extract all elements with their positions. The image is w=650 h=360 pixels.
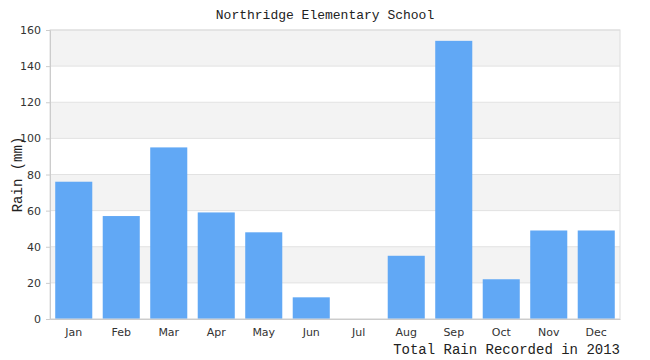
x-tick-label: Jul xyxy=(351,326,365,339)
y-tick: 80 xyxy=(27,169,50,182)
bar xyxy=(578,230,615,319)
x-tick: Feb xyxy=(112,319,131,339)
x-tick: Apr xyxy=(207,319,227,339)
title: Northridge Elementary School xyxy=(216,8,435,23)
y-tick-mark xyxy=(46,138,50,139)
x-axis-title: Total Rain Recorded in 2013 xyxy=(393,342,620,358)
y-tick: 20 xyxy=(27,277,50,290)
y-tick: 120 xyxy=(20,96,50,109)
x-tick: Jan xyxy=(64,319,82,339)
bar xyxy=(483,279,520,319)
bar xyxy=(198,212,235,319)
y-axis-line xyxy=(46,31,51,320)
bar xyxy=(55,182,92,319)
y-tick: 40 xyxy=(27,241,50,254)
y-tick-mark xyxy=(46,175,50,176)
y-tick-mark xyxy=(46,66,50,67)
y-tick-mark xyxy=(46,319,50,320)
y-tick-label: 160 xyxy=(20,24,41,37)
grid-band xyxy=(50,30,620,66)
y-tick-label: 60 xyxy=(27,205,41,218)
x-tick-label: Apr xyxy=(207,326,227,339)
grid-band xyxy=(50,102,620,138)
bar xyxy=(388,256,425,319)
x-tick-label: Mar xyxy=(158,326,179,339)
y-tick-label: 0 xyxy=(34,313,41,326)
y-tick-mark xyxy=(46,102,50,103)
bar xyxy=(293,297,330,319)
y-tick-label: 120 xyxy=(20,96,41,109)
y-tick: 140 xyxy=(20,60,50,73)
x-tick: Aug xyxy=(396,319,417,339)
grid-line xyxy=(50,66,620,67)
grid-line xyxy=(50,102,620,103)
y-tick: 0 xyxy=(34,313,50,326)
bar xyxy=(530,230,567,319)
y-tick-label: 80 xyxy=(27,169,41,182)
y-tick-mark xyxy=(46,211,50,212)
x-tick: May xyxy=(252,319,275,339)
grid xyxy=(50,30,620,319)
x-axis-line xyxy=(51,319,621,320)
y-tick-mark xyxy=(46,30,50,31)
y-tick-label: 20 xyxy=(27,277,41,290)
grid-line xyxy=(50,174,620,175)
grid-line xyxy=(50,210,620,211)
x-tick-label: Feb xyxy=(112,326,131,339)
bar xyxy=(245,232,282,319)
y-tick-mark xyxy=(46,247,50,248)
y-tick-mark xyxy=(46,283,50,284)
x-tick: Jun xyxy=(302,319,320,339)
bar xyxy=(103,216,140,319)
grid-band xyxy=(50,175,620,211)
x-tick-label: May xyxy=(252,326,275,339)
plot-frame xyxy=(50,30,620,319)
x-tick: Jul xyxy=(351,319,365,339)
x-tick-label: Sep xyxy=(443,326,464,339)
y-tick-label: 40 xyxy=(27,241,41,254)
y-tick-label: 140 xyxy=(20,60,41,73)
bar xyxy=(150,147,187,319)
x-tick-label: Aug xyxy=(396,326,417,339)
x-tick-label: Jun xyxy=(302,326,320,339)
y-tick: 60 xyxy=(27,205,50,218)
grid-line xyxy=(50,138,620,139)
x-tick: Nov xyxy=(538,319,560,339)
x-tick-label: Nov xyxy=(538,326,560,339)
x-tick: Oct xyxy=(492,319,512,339)
x-tick: Dec xyxy=(586,319,607,339)
chart: 020406080100120140160JanFebMarAprMayJunJ… xyxy=(0,0,650,360)
x-tick: Sep xyxy=(443,319,464,339)
x-tick: Mar xyxy=(158,319,179,339)
y-axis-title: Rain (mm) xyxy=(10,137,26,213)
x-tick-label: Oct xyxy=(492,326,512,339)
plot: 020406080100120140160JanFebMarAprMayJunJ… xyxy=(20,24,621,339)
x-tick-label: Dec xyxy=(586,326,607,339)
y-tick: 160 xyxy=(20,24,50,37)
bars xyxy=(55,41,615,319)
x-tick-label: Jan xyxy=(64,326,82,339)
bar xyxy=(435,41,472,319)
x-axis: Jan Feb Mar Apr May Jun Jul Aug Sep Oct Nov Dec xyxy=(51,319,621,339)
